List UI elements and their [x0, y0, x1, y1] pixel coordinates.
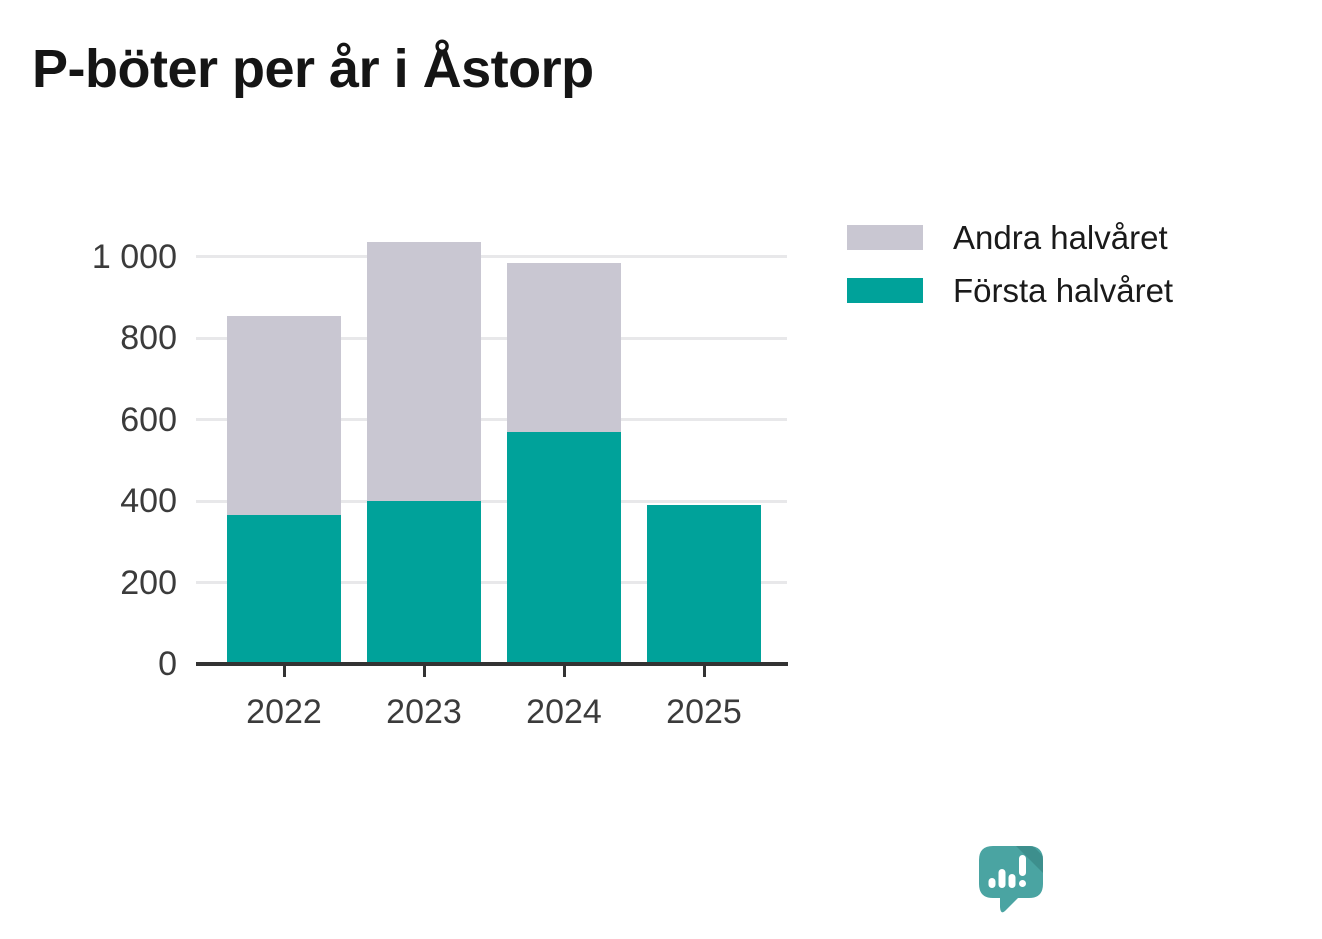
bar-segment	[507, 262, 621, 432]
bar-segment	[367, 501, 481, 664]
legend: Andra halvåret Första halvåret	[847, 217, 1173, 323]
legend-swatch	[847, 278, 923, 303]
legend-label: Första halvåret	[953, 271, 1174, 309]
bar-segment	[647, 505, 761, 664]
y-tick-label: 600	[120, 400, 177, 439]
bar-segment	[507, 431, 621, 664]
legend-label: Andra halvåret	[953, 218, 1168, 256]
x-tick-label: 2022	[246, 693, 322, 731]
y-tick-label: 800	[120, 319, 177, 357]
y-tick-label: 400	[120, 482, 177, 520]
x-tick-label: 2024	[526, 693, 602, 731]
y-tick-label: 200	[120, 563, 177, 602]
x-tick	[422, 666, 426, 677]
gridline	[196, 336, 787, 340]
bar-segment	[367, 242, 481, 501]
gridline	[196, 581, 787, 584]
legend-row: Första halvåret	[847, 270, 1173, 311]
gridline	[196, 255, 787, 258]
bar-segment	[227, 315, 341, 516]
x-tick	[282, 666, 286, 677]
y-tick-label: 0	[158, 645, 177, 683]
chart-title: P-böter per år i Åstorp	[32, 39, 594, 99]
logo-corner-fold	[1016, 846, 1043, 873]
logo-bar-chart-glyph	[988, 869, 1016, 888]
newsworthy-logo-icon	[979, 846, 1043, 913]
x-tick	[702, 666, 706, 677]
logo-exclamation-glyph	[1019, 855, 1026, 887]
x-axis-line	[196, 662, 788, 666]
x-tick-label: 2023	[386, 693, 462, 731]
x-tick-label: 2025	[666, 693, 742, 731]
y-tick-label: 1 000	[91, 237, 177, 276]
gridline	[196, 418, 787, 421]
legend-swatch	[847, 225, 923, 250]
bar-segment	[227, 515, 341, 664]
gridline	[196, 499, 787, 503]
legend-row: Andra halvåret	[847, 217, 1173, 258]
x-tick	[562, 666, 566, 677]
newsworthy-branding: Newsworthy	[976, 843, 1306, 923]
